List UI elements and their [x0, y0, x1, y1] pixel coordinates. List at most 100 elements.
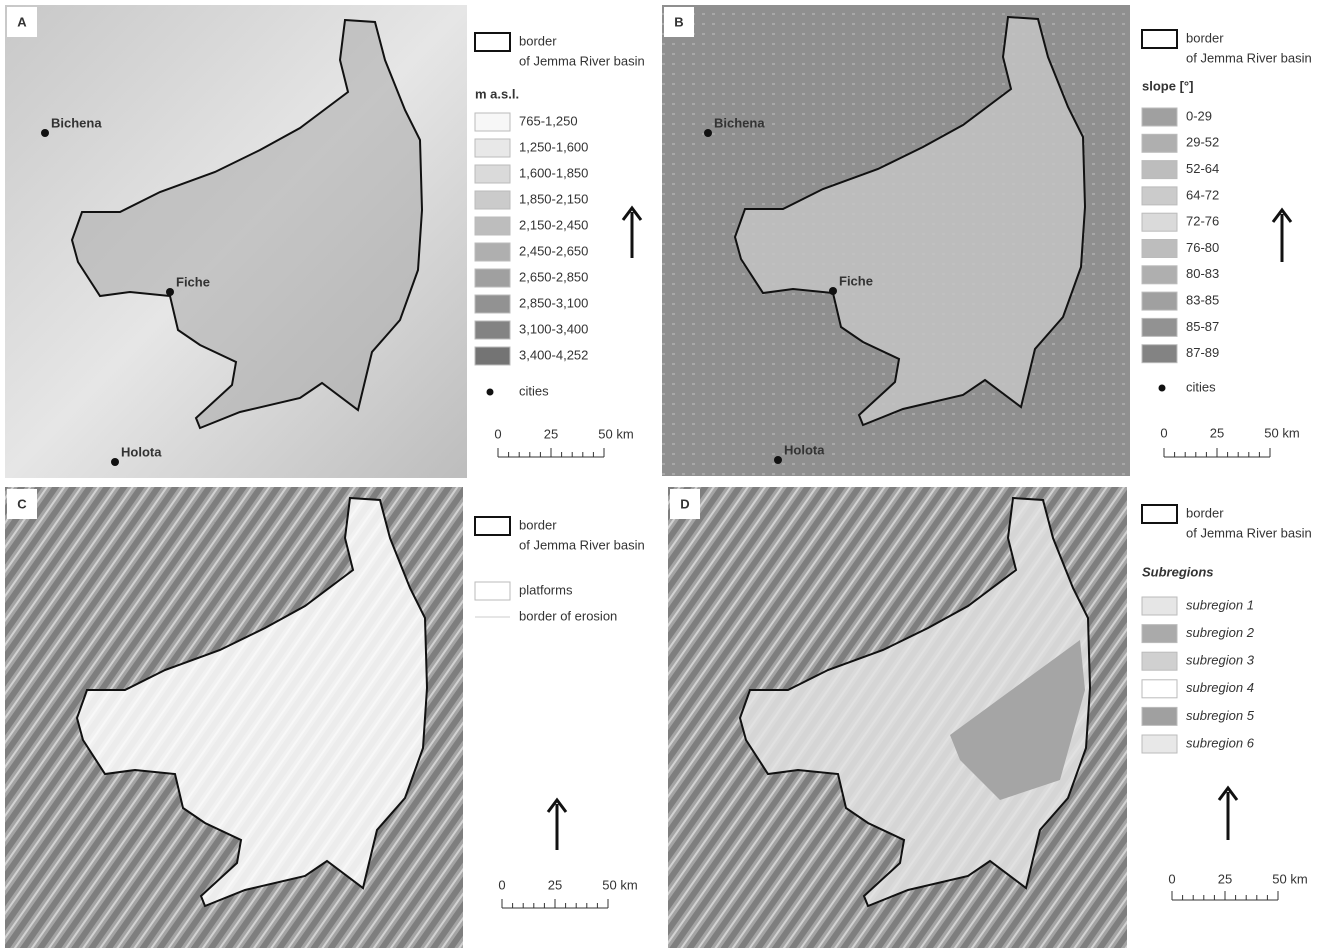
- legend-swatch: [1142, 161, 1177, 179]
- legend-item: 3,100-3,400: [519, 321, 588, 336]
- legend-item: 80-83: [1186, 266, 1219, 281]
- legend-item: subregion 1: [1186, 597, 1254, 612]
- legend-swatch: [1142, 345, 1177, 363]
- legend-item: cities: [1186, 379, 1216, 394]
- legend-border-text: of Jemma River basin: [519, 537, 645, 552]
- legend-item: 85-87: [1186, 319, 1219, 334]
- legend-item: 29-52: [1186, 135, 1219, 150]
- legend-swatch: [475, 165, 510, 183]
- border-swatch: [475, 33, 510, 51]
- legend-border-text: border: [1186, 30, 1224, 45]
- scale-label: 50 km: [1272, 871, 1307, 886]
- legend-item: 2,650-2,850: [519, 269, 588, 284]
- city-label: Fiche: [839, 273, 873, 288]
- scale-label: 25: [1210, 425, 1224, 440]
- legend-swatch: [475, 243, 510, 261]
- legend-item: 52-64: [1186, 161, 1219, 176]
- legend-item: platforms: [519, 582, 573, 597]
- city-label: Bichena: [51, 115, 102, 130]
- legend-border-text: border: [519, 33, 557, 48]
- legend-city-dot: [487, 389, 494, 396]
- legend-border-text: of Jemma River basin: [1186, 50, 1312, 65]
- legend-item: 1,250-1,600: [519, 139, 588, 154]
- legend-item: 76-80: [1186, 240, 1219, 255]
- city-label: Fiche: [176, 274, 210, 289]
- legend-swatch: [475, 295, 510, 313]
- legend-item: 83-85: [1186, 293, 1219, 308]
- legend-swatch: [1142, 597, 1177, 615]
- legend-swatch: [475, 347, 510, 365]
- legend-swatch: [1142, 108, 1177, 126]
- legend-item: 3,400-4,252: [519, 347, 588, 362]
- legend-swatch: [475, 582, 510, 600]
- legend-swatch: [475, 269, 510, 287]
- scale-label: 25: [548, 877, 562, 892]
- panel-label: D: [680, 496, 689, 511]
- legend-item: subregion 3: [1186, 653, 1255, 668]
- city-label: Holota: [121, 444, 162, 459]
- legend-item: 1,850-2,150: [519, 191, 588, 206]
- legend-swatch: [1142, 213, 1177, 231]
- city-dot: [111, 458, 119, 466]
- legend-item: subregion 6: [1186, 735, 1255, 750]
- legend-swatch: [1142, 266, 1177, 284]
- figure: A Bichena Fiche Holota border of Jemma River …: [0, 0, 1333, 950]
- legend-item: 2,850-3,100: [519, 295, 588, 310]
- legend-title: Subregions: [1142, 564, 1214, 579]
- legend-title: slope [°]: [1142, 78, 1193, 93]
- border-swatch: [1142, 505, 1177, 523]
- legend-swatch: [475, 113, 510, 131]
- legend-item: 0-29: [1186, 108, 1212, 123]
- scale-label: 25: [544, 426, 558, 441]
- legend-swatch: [475, 321, 510, 339]
- legend-border-text: of Jemma River basin: [1186, 525, 1312, 540]
- legend-item: subregion 5: [1186, 708, 1255, 723]
- scale-label: 50 km: [598, 426, 633, 441]
- legend-item: 2,150-2,450: [519, 217, 588, 232]
- legend-border-text: border: [519, 517, 557, 532]
- city-dot: [829, 287, 837, 295]
- legend-item: subregion 2: [1186, 625, 1255, 640]
- scale-label: 25: [1218, 871, 1232, 886]
- city-label: Holota: [784, 442, 825, 457]
- legend-title: m a.s.l.: [475, 86, 519, 101]
- city-dot: [774, 456, 782, 464]
- legend-swatch: [1142, 292, 1177, 310]
- legend-swatch: [1142, 187, 1177, 205]
- scale-label: 0: [1160, 425, 1167, 440]
- legend-swatch: [1142, 680, 1177, 698]
- city-dot: [704, 129, 712, 137]
- legend-swatch: [1142, 735, 1177, 753]
- panel-label: C: [17, 496, 27, 511]
- panel-label: A: [17, 14, 27, 29]
- legend-swatch: [475, 191, 510, 209]
- city-dot: [166, 288, 174, 296]
- legend-item: cities: [519, 383, 549, 398]
- legend-swatch: [1142, 134, 1177, 152]
- scale-label: 0: [494, 426, 501, 441]
- legend-item: border of erosion: [519, 608, 617, 623]
- legend-item: 87-89: [1186, 345, 1219, 360]
- legend-city-dot: [1159, 385, 1166, 392]
- legend-border-text: of Jemma River basin: [519, 53, 645, 68]
- legend-swatch: [475, 139, 510, 157]
- legend-swatch: [475, 217, 510, 235]
- legend-item: 64-72: [1186, 187, 1219, 202]
- legend-swatch: [1142, 707, 1177, 725]
- city-label: Bichena: [714, 115, 765, 130]
- border-swatch: [475, 517, 510, 535]
- legend-border-text: border: [1186, 505, 1224, 520]
- legend-swatch: [1142, 318, 1177, 336]
- scale-label: 0: [498, 877, 505, 892]
- legend-item: 2,450-2,650: [519, 243, 588, 258]
- legend-swatch: [1142, 652, 1177, 670]
- legend-item: subregion 4: [1186, 680, 1254, 695]
- scale-label: 50 km: [1264, 425, 1299, 440]
- legend-item: 765-1,250: [519, 113, 578, 128]
- scale-label: 0: [1168, 871, 1175, 886]
- city-dot: [41, 129, 49, 137]
- legend-swatch: [1142, 625, 1177, 643]
- scale-label: 50 km: [602, 877, 637, 892]
- legend-swatch: [1142, 240, 1177, 258]
- border-swatch: [1142, 30, 1177, 48]
